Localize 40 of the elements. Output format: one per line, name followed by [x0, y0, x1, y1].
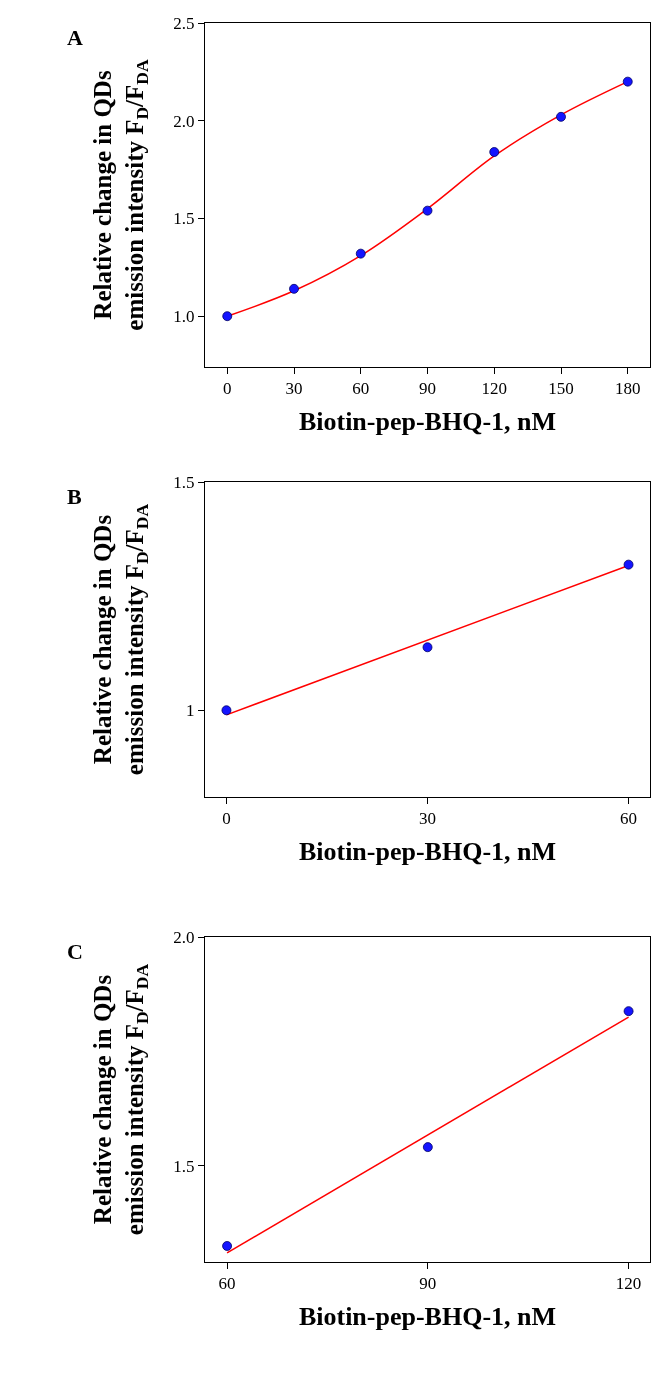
point — [422, 642, 433, 653]
x-axis-title: Biotin-pep-BHQ-1, nM — [298, 407, 557, 437]
x-tick-label: 150 — [548, 379, 574, 399]
point — [222, 1241, 232, 1251]
point — [422, 1142, 433, 1153]
y-tick-label: 2.0 — [173, 111, 195, 131]
point — [221, 705, 232, 716]
x-tick-label: 90 — [419, 379, 436, 399]
x-tick-label: 120 — [615, 1274, 642, 1294]
point — [623, 1006, 634, 1017]
point — [489, 147, 500, 157]
y-tick-label: 2.5 — [173, 13, 195, 33]
x-tick-label: 0 — [223, 379, 232, 399]
x-axis-title: Biotin-pep-BHQ-1, nM — [298, 1302, 557, 1332]
x-tick-label: 60 — [620, 809, 638, 829]
x-tick-label: 90 — [419, 1274, 437, 1294]
x-axis-title: Biotin-pep-BHQ-1, nM — [298, 837, 557, 867]
y-tick-label: 1.5 — [173, 472, 195, 492]
point — [623, 559, 634, 570]
x-tick-label: 30 — [419, 809, 436, 829]
y-tick-label: 1 — [186, 701, 195, 721]
point — [556, 111, 566, 122]
point — [289, 283, 299, 294]
y-tick-label: 1.5 — [173, 1156, 195, 1176]
y-tick-label: 2.0 — [173, 927, 195, 947]
point — [222, 311, 233, 322]
x-tick-label: 120 — [481, 379, 507, 399]
chart-title: C — [67, 939, 83, 964]
point — [422, 205, 433, 216]
x-tick-label: 180 — [615, 379, 641, 399]
y-tick-label: 1.0 — [173, 307, 195, 327]
x-tick-label: 60 — [352, 379, 370, 399]
x-tick-label: 0 — [222, 809, 231, 829]
x-tick-label: 30 — [285, 379, 303, 399]
point — [355, 248, 366, 259]
x-tick-label: 60 — [218, 1274, 236, 1294]
chart-title: B — [67, 484, 82, 509]
y-tick-label: 1.5 — [173, 209, 195, 229]
chart-title: A — [67, 25, 83, 50]
point — [622, 76, 633, 87]
